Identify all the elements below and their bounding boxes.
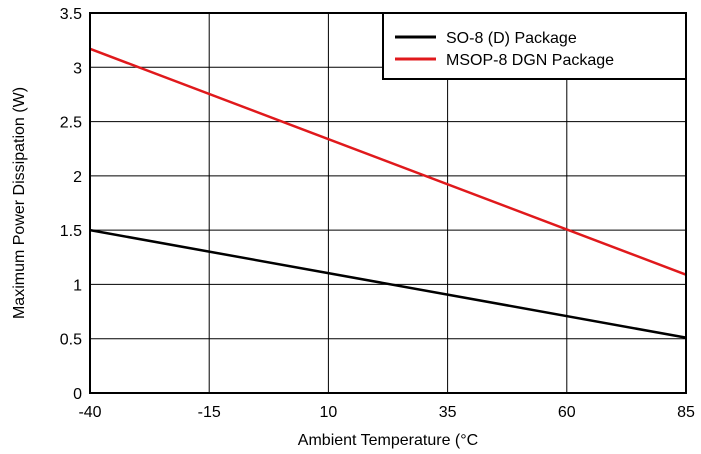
y-tick-label: 1.5 xyxy=(60,223,82,240)
y-tick-label: 3.5 xyxy=(60,6,82,23)
x-tick-label: -40 xyxy=(78,404,101,421)
y-axis-label: Maximum Power Dissipation (W) xyxy=(11,87,28,319)
y-tick-label: 2 xyxy=(73,169,82,186)
x-tick-labels: -40 -15 10 35 60 85 xyxy=(78,404,695,421)
y-tick-label: 3 xyxy=(73,60,82,77)
x-tick-label: 35 xyxy=(439,404,457,421)
x-tick-label: 60 xyxy=(558,404,576,421)
legend: SO-8 (D) Package MSOP-8 DGN Package xyxy=(382,12,687,80)
series-line-so8 xyxy=(89,228,687,339)
y-tick-label: 0.5 xyxy=(60,332,82,349)
legend-box xyxy=(382,12,687,80)
y-tick-label: 0 xyxy=(73,386,82,403)
y-tick-labels: 0 0.5 1 1.5 2 2.5 3 3.5 xyxy=(60,6,82,403)
legend-label-msop8: MSOP-8 DGN Package xyxy=(446,52,614,69)
y-tick-label: 1 xyxy=(73,277,82,294)
y-tick-label: 2.5 xyxy=(60,115,82,132)
x-tick-label: -15 xyxy=(198,404,221,421)
series-layer xyxy=(89,47,687,339)
legend-label-so8: SO-8 (D) Package xyxy=(446,30,577,47)
x-tick-label: 85 xyxy=(677,404,695,421)
x-tick-label: 10 xyxy=(320,404,338,421)
series-line-msop8 xyxy=(89,47,687,276)
x-axis-label: Ambient Temperature (°C xyxy=(298,432,478,449)
